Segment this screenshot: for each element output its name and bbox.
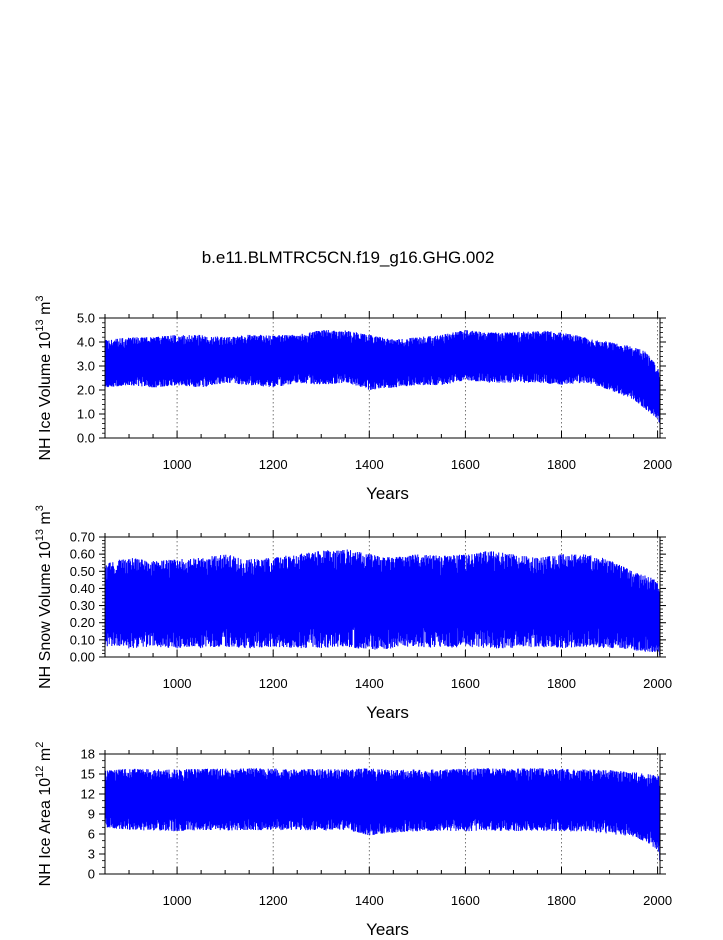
y-tick-label: 0.70 [70, 530, 95, 545]
y-label-main: NH Ice Area 10 [37, 778, 54, 887]
y-label-unit-exponent: 2 [34, 742, 46, 748]
y-tick-label: 0.30 [70, 598, 95, 613]
x-tick-label: 2000 [643, 676, 672, 691]
y-label-main: NH Ice Volume 10 [37, 332, 54, 461]
y-tick-label: 0.50 [70, 564, 95, 579]
chart-panel-2: 1000 1200 1400 1600 1800 2000 0.00 0.10 0.20 0.30… [34, 505, 672, 722]
x-tick-label: 1400 [355, 676, 384, 691]
x-tick-label: 1000 [163, 893, 192, 908]
x-tick-label: 1200 [259, 457, 288, 472]
x-tick-label: 1600 [451, 893, 480, 908]
y-label-exponent: 13 [34, 529, 46, 541]
x-axis-label: Years [366, 703, 409, 722]
y-label-exponent: 12 [34, 766, 46, 778]
y-tick-label: 4.0 [77, 335, 95, 350]
plot-frame [104, 317, 661, 439]
figure-title: b.e11.BLMTRC5CN.f19_g16.GHG.002 [201, 248, 495, 267]
y-tick-label: 0.20 [70, 615, 95, 630]
y-tick-label: 18 [81, 747, 95, 762]
y-tick-label: 0.10 [70, 632, 95, 647]
y-tick-label: 0.40 [70, 581, 95, 596]
x-tick-label: 1800 [547, 893, 576, 908]
x-tick-label: 1000 [163, 457, 192, 472]
y-label-main: NH Snow Volume 10 [37, 541, 54, 689]
x-tick-label: 2000 [643, 893, 672, 908]
y-label-unit: m [37, 511, 54, 529]
y-label-unit-exponent: 3 [34, 295, 46, 301]
y-tick-label: 5.0 [77, 311, 95, 326]
x-tick-label: 2000 [643, 457, 672, 472]
x-tick-label: 1200 [259, 893, 288, 908]
y-tick-label: 1.0 [77, 407, 95, 422]
y-tick-label: 0.0 [77, 431, 95, 446]
data-series-line [104, 549, 661, 656]
y-tick-label: 3 [88, 847, 95, 862]
x-tick-label: 1800 [547, 676, 576, 691]
x-axis-label: Years [366, 920, 409, 935]
data-series-line [104, 768, 661, 861]
x-tick-label: 1000 [163, 676, 192, 691]
y-label-exponent: 13 [34, 319, 46, 331]
x-tick-label: 1800 [547, 457, 576, 472]
y-tick-label: 12 [81, 787, 95, 802]
chart-panel-3: 1000 1200 1400 1600 1800 2000 0 3 6 9 12 15 18 Years N… [34, 742, 672, 939]
y-tick-label: 2.0 [77, 383, 95, 398]
y-axis-label: NH Ice Area 1012 m2 [34, 742, 54, 887]
y-tick-label: 0 [88, 867, 95, 882]
y-axis-label: NH Ice Volume 1013 m3 [34, 295, 54, 460]
x-tick-label: 1400 [355, 893, 384, 908]
y-tick-label: 9 [88, 807, 95, 822]
y-tick-label: 0.00 [70, 650, 95, 665]
y-label-unit: m [37, 302, 54, 320]
chart-panel-1: 1000 1200 1400 1600 1800 2000 0.0 1.0 2.0 3.0 4.0 5… [34, 295, 672, 503]
y-label-unit: m [37, 748, 54, 766]
data-series-line [104, 330, 661, 423]
y-axis-label: NH Snow Volume 1013 m3 [34, 505, 54, 689]
y-tick-label: 6 [88, 827, 95, 842]
y-tick-label: 0.60 [70, 547, 95, 562]
x-tick-label: 1400 [355, 457, 384, 472]
x-tick-label: 1600 [451, 457, 480, 472]
y-label-unit-exponent: 3 [34, 505, 46, 511]
y-tick-label: 15 [81, 767, 95, 782]
x-axis-label: Years [366, 484, 409, 503]
plot-frame [104, 536, 661, 658]
y-tick-label: 3.0 [77, 359, 95, 374]
x-tick-label: 1600 [451, 676, 480, 691]
x-tick-label: 1200 [259, 676, 288, 691]
